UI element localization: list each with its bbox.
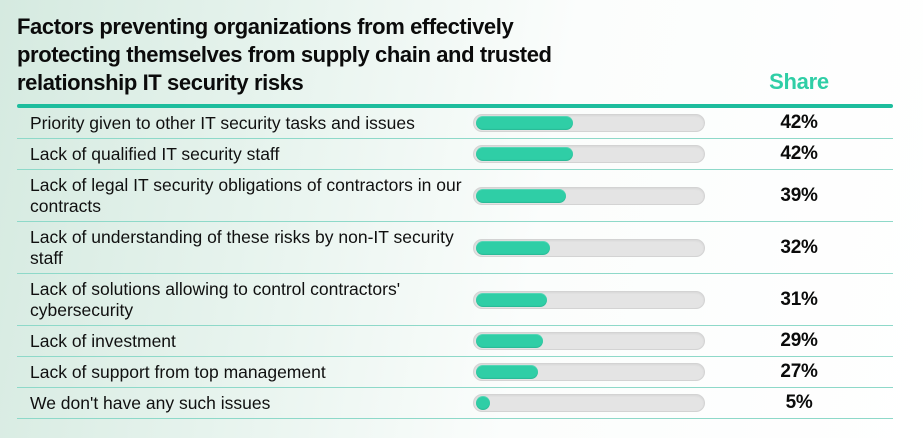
bar-cell (473, 363, 705, 381)
share-value: 5% (785, 392, 813, 413)
bar-track (473, 114, 705, 132)
table-row: Lack of investment 29% (17, 326, 893, 357)
factor-label: Lack of understanding of these risks by … (30, 226, 454, 268)
bar-fill (476, 147, 573, 161)
factor-label: We don't have any such issues (30, 392, 271, 413)
bar-fill (476, 240, 550, 255)
bar-track (473, 238, 705, 257)
share-value: 29% (780, 330, 818, 351)
bar-fill (476, 116, 573, 130)
share-value: 31% (780, 288, 818, 310)
factor-label: Priority given to other IT security task… (30, 112, 415, 133)
factor-label: Lack of legal IT security obligations of… (30, 174, 462, 216)
bar-cell (473, 114, 705, 132)
bar-track (473, 290, 705, 309)
chart-header: Factors preventing organizations from ef… (17, 13, 893, 97)
bar-fill (476, 292, 548, 307)
bar-cell (473, 290, 705, 309)
bar-fill (476, 396, 490, 410)
bar-rows: Priority given to other IT security task… (17, 108, 893, 419)
bar-fill (476, 334, 543, 348)
bar-cell (473, 238, 705, 257)
chart-title: Factors preventing organizations from ef… (17, 14, 552, 95)
share-column-header: Share (769, 69, 829, 94)
factor-label: Lack of solutions allowing to control co… (30, 278, 401, 320)
bar-cell (473, 145, 705, 163)
bar-track (473, 145, 705, 163)
table-row: Lack of support from top management 27% (17, 357, 893, 388)
factor-label: Lack of support from top management (30, 361, 326, 382)
factor-label: Lack of qualified IT security staff (30, 143, 280, 164)
share-value: 32% (780, 236, 818, 258)
bar-track (473, 186, 705, 205)
header-rule (17, 104, 893, 108)
share-value: 39% (780, 184, 818, 206)
share-value: 42% (780, 143, 818, 164)
bar-track (473, 394, 705, 412)
bar-track (473, 363, 705, 381)
table-row: Lack of legal IT security obligations of… (17, 170, 893, 222)
bar-fill (476, 365, 539, 379)
bar-track (473, 332, 705, 350)
share-value: 42% (780, 112, 818, 133)
bar-cell (473, 186, 705, 205)
bar-fill (476, 188, 566, 203)
factor-label: Lack of investment (30, 330, 176, 351)
bar-cell (473, 332, 705, 350)
table-row: Lack of understanding of these risks by … (17, 222, 893, 274)
table-row: Priority given to other IT security task… (17, 108, 893, 139)
bar-cell (473, 394, 705, 412)
table-row: Lack of solutions allowing to control co… (17, 274, 893, 326)
table-row: We don't have any such issues 5% (17, 388, 893, 419)
table-row: Lack of qualified IT security staff 42% (17, 139, 893, 170)
share-value: 27% (780, 361, 818, 382)
